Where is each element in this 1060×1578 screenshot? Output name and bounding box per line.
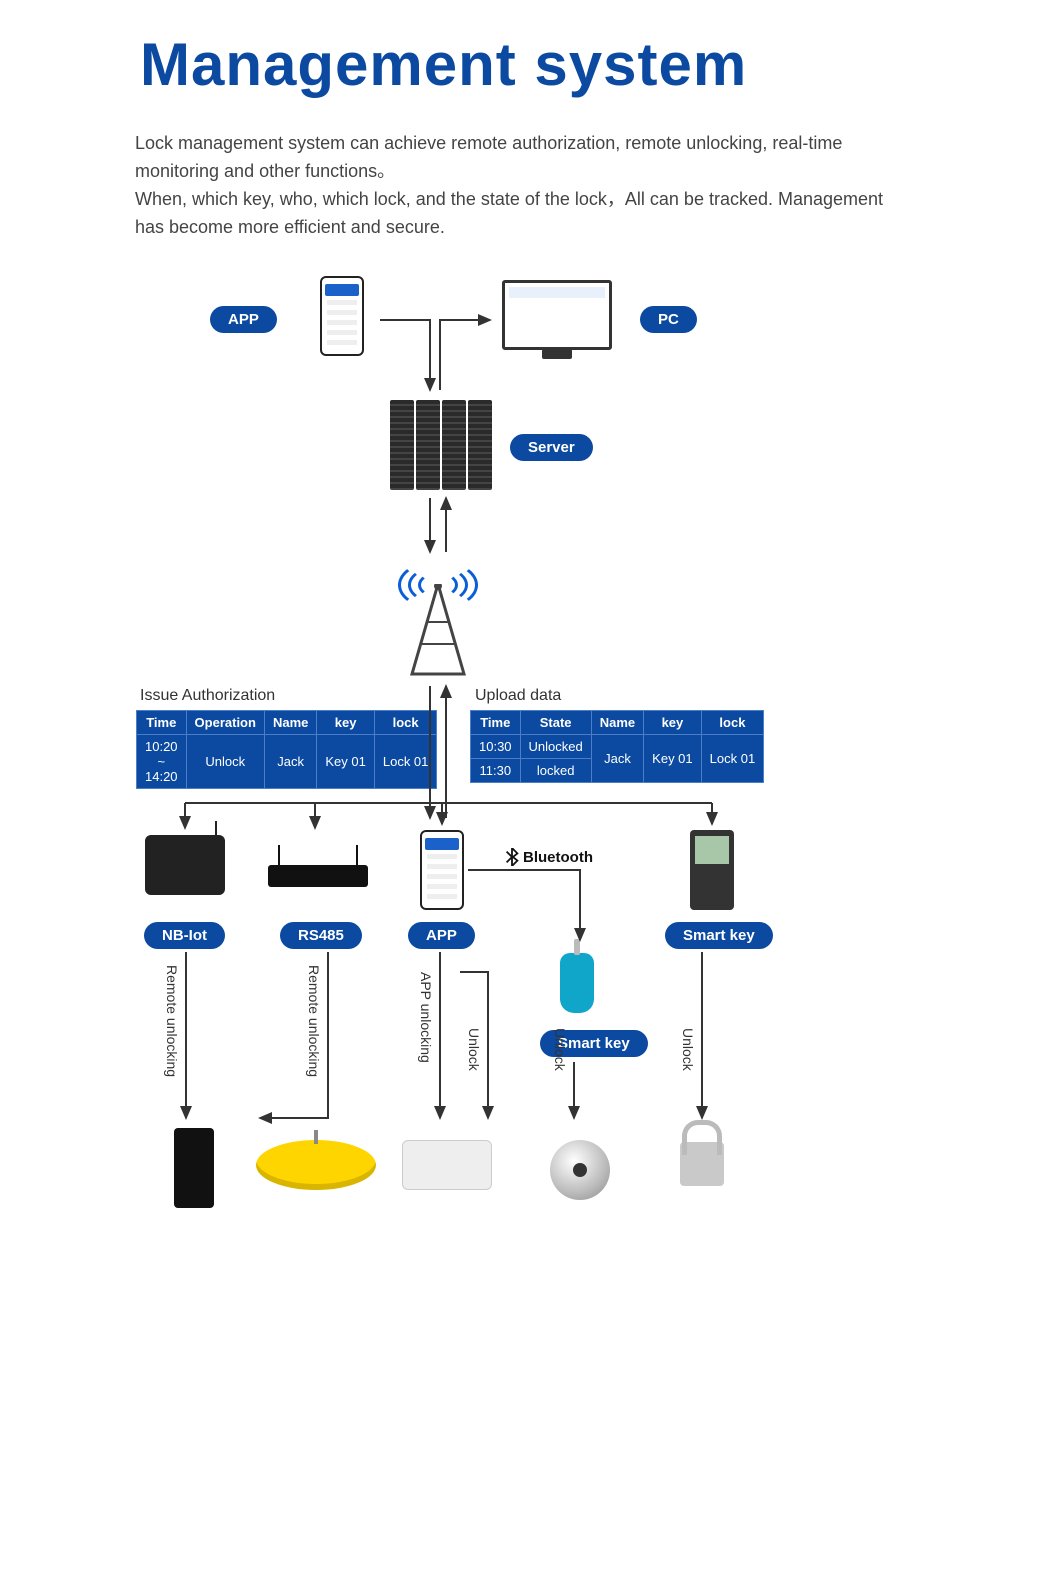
- nbiot-device-icon: [145, 835, 225, 895]
- lock-controller-icon: [402, 1140, 492, 1190]
- padlock-icon: [680, 1120, 724, 1186]
- lock-cylinder-icon: [174, 1128, 214, 1208]
- vlabel-nbiot: Remote unlocking: [164, 965, 180, 1077]
- rs485-pill: RS485: [280, 922, 362, 949]
- phone2-icon: [420, 830, 464, 910]
- app-pill: APP: [210, 306, 277, 333]
- tower-icon: [398, 560, 478, 680]
- upload-data-label: Upload data: [475, 687, 561, 705]
- reader-icon: [690, 830, 734, 910]
- monitor-icon: [502, 280, 612, 350]
- vlabel-unlock3: Unlock: [680, 1028, 696, 1071]
- smartkey-right-pill: Smart key: [665, 922, 773, 949]
- vlabel-app: APP unlocking: [418, 972, 434, 1063]
- pc-pill: PC: [640, 306, 697, 333]
- nbiot-pill: NB-Iot: [144, 922, 225, 949]
- server-pill: Server: [510, 434, 593, 461]
- lock-knob-icon: [550, 1140, 610, 1200]
- server-icon: [390, 400, 492, 490]
- bluetooth-label: Bluetooth: [505, 848, 593, 866]
- lock-disc-icon: [256, 1140, 376, 1190]
- bluetooth-text: Bluetooth: [523, 849, 593, 866]
- page-description: Lock management system can achieve remot…: [135, 130, 910, 242]
- issue-auth-table: TimeOperationNamekeylock10:20~14:20Unloc…: [136, 710, 437, 789]
- fob-icon: [560, 945, 594, 1013]
- upload-data-table: TimeStateNamekeylock10:30UnlockedJackKey…: [470, 710, 764, 783]
- vlabel-unlock2: Unlock: [552, 1028, 568, 1071]
- app2-pill: APP: [408, 922, 475, 949]
- vlabel-unlock1: Unlock: [466, 1028, 482, 1071]
- phone-icon: [320, 276, 364, 356]
- page-title: Management system: [140, 30, 747, 99]
- vlabel-rs485: Remote unlocking: [306, 965, 322, 1077]
- issue-auth-label: Issue Authorization: [140, 687, 275, 705]
- router-icon: [268, 835, 368, 887]
